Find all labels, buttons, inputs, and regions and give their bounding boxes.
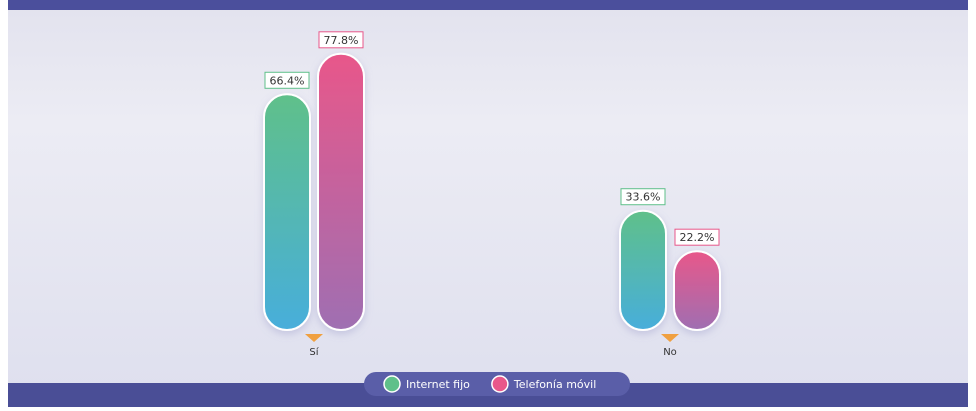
value-label: 66.4% [270,74,305,87]
value-label-box [620,188,666,206]
value-label: 22.2% [680,231,715,244]
value-label: 33.6% [626,191,661,204]
x-tick-label: No [663,347,677,358]
category-marker [305,334,323,342]
x-tick-label: Sí [309,346,319,358]
bar [317,52,365,332]
background [8,0,968,407]
legend-label: Internet fijo [406,378,470,391]
bar [673,250,721,331]
value-label-box [264,71,310,89]
legend-label: Telefonía móvil [513,378,596,391]
bar [263,93,311,331]
legend-swatch [491,375,509,393]
top-band [8,0,968,10]
legend-swatch [383,375,401,393]
category-marker [661,334,679,342]
bar [619,209,667,331]
value-label: 77.8% [324,34,359,47]
value-label-box [674,228,720,246]
value-label-box [318,31,364,49]
